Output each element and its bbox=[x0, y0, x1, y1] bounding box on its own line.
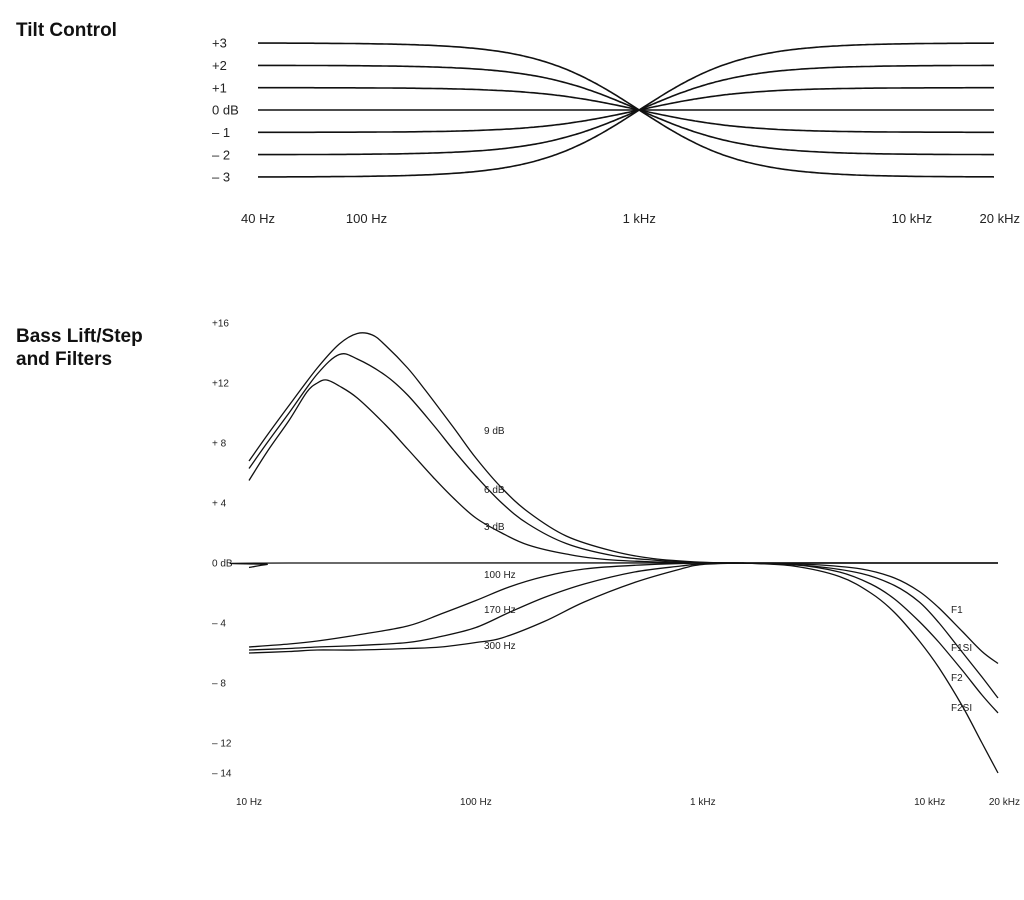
tilt-chart-title: Tilt Control bbox=[16, 20, 117, 41]
bass-x-tick-label: 100 Hz bbox=[460, 797, 492, 808]
bass-curve-f2si bbox=[742, 562, 999, 774]
bass-y-tick-label: 0 dB bbox=[212, 559, 233, 570]
bass-y-tick-label: – 4 bbox=[212, 619, 226, 630]
bass-curve-f2 bbox=[742, 562, 999, 714]
tilt-x-tick-label: 1 kHz bbox=[623, 211, 656, 226]
bass-y-tick-label: + 4 bbox=[212, 499, 227, 510]
tilt-curve-2-db bbox=[258, 64, 994, 156]
bass-y-tick-label: + 8 bbox=[212, 439, 227, 450]
bass-curve-label-f1: F1 bbox=[951, 605, 963, 616]
bass-curve-label-9-db: 9 dB bbox=[484, 426, 505, 437]
bass-curve-3-db bbox=[248, 379, 998, 564]
bass-curve-label-300-hz: 300 Hz bbox=[484, 641, 516, 652]
tilt-y-tick-label: +3 bbox=[212, 36, 227, 51]
tilt-y-tick-label: +2 bbox=[212, 58, 227, 73]
bass-y-tick-label: +12 bbox=[212, 379, 229, 390]
tilt-curve-2-db bbox=[258, 64, 994, 156]
bass-y-tick-label: – 12 bbox=[212, 739, 232, 750]
bass-x-tick-label: 10 kHz bbox=[914, 797, 945, 808]
tilt-x-tick-label: 40 Hz bbox=[241, 211, 275, 226]
tilt-x-tick-label: 100 Hz bbox=[346, 211, 387, 226]
bass-y-tick-label: – 14 bbox=[212, 769, 232, 780]
bass-y-tick-label: – 8 bbox=[212, 679, 226, 690]
tilt-curve-3-db bbox=[258, 42, 995, 178]
bass-curve-label-f1si: F1SI bbox=[951, 643, 972, 654]
tilt-x-tick-label: 20 kHz bbox=[980, 211, 1020, 226]
tilt-y-tick-label: +1 bbox=[212, 80, 227, 95]
bass-curve-label-170-hz: 170 Hz bbox=[484, 605, 516, 616]
bass-curve-0-db bbox=[229, 562, 999, 569]
tilt-curve-3-db bbox=[257, 42, 995, 178]
tilt-curves bbox=[257, 42, 995, 178]
bass-x-tick-label: 1 kHz bbox=[690, 797, 716, 808]
bass-curve-170-hz bbox=[248, 562, 743, 651]
bass-x-tick-label: 20 kHz bbox=[989, 797, 1020, 808]
bass-chart-title: Bass Lift/Step and Filters bbox=[16, 326, 143, 370]
bass-curve-100-hz bbox=[248, 562, 743, 648]
bass-curves bbox=[229, 332, 999, 774]
bass-curve-f1si bbox=[742, 562, 999, 699]
tilt-x-tick-label: 10 kHz bbox=[892, 211, 932, 226]
bass-curve-6-db bbox=[248, 353, 998, 564]
tilt-curve-1-db bbox=[258, 86, 994, 134]
tilt-curve-1-db bbox=[257, 86, 994, 134]
tilt-y-tick-label: – 2 bbox=[212, 147, 230, 162]
tilt-y-tick-label: – 3 bbox=[212, 170, 230, 185]
bass-curve-label-3-db: 3 dB bbox=[484, 522, 505, 533]
bass-x-tick-label: 10 Hz bbox=[236, 797, 262, 808]
bass-curve-label-f2: F2 bbox=[951, 673, 963, 684]
bass-curve-f1 bbox=[742, 562, 999, 665]
tilt-y-tick-label: – 1 bbox=[212, 125, 230, 140]
bass-curve-label-100-hz: 100 Hz bbox=[484, 570, 516, 581]
bass-curve-9-db bbox=[248, 332, 998, 564]
bass-curve-label-f2si: F2SI bbox=[951, 703, 972, 714]
bass-curve-300-hz bbox=[248, 562, 743, 654]
bass-y-tick-label: +16 bbox=[212, 319, 229, 330]
tilt-y-tick-label: 0 dB bbox=[212, 103, 239, 118]
bass-curve-label-6-db: 6 dB bbox=[484, 485, 505, 496]
